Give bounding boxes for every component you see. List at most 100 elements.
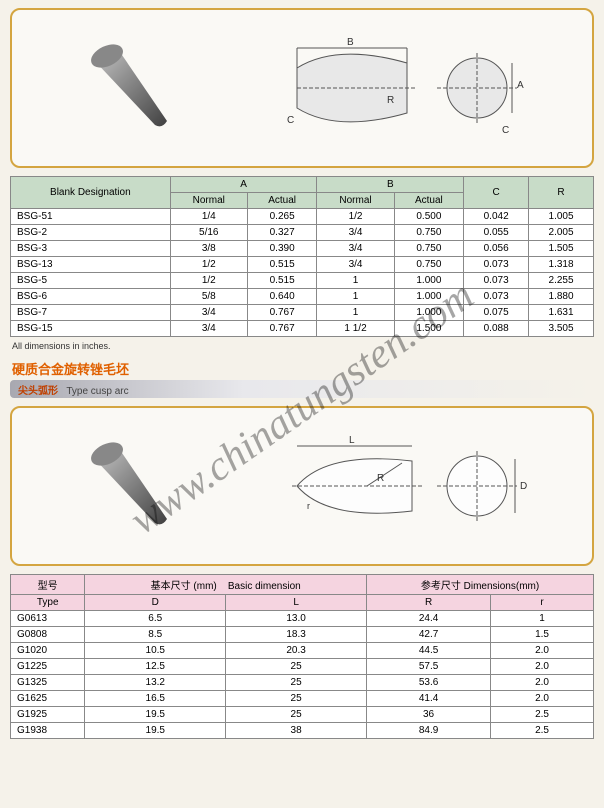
- svg-text:D: D: [520, 481, 527, 492]
- cell: 0.073: [464, 289, 529, 305]
- cell: 1: [317, 289, 394, 305]
- cell: 3.505: [529, 321, 594, 337]
- cell: 0.073: [464, 273, 529, 289]
- cell: 1/2: [317, 209, 394, 225]
- table-row: BSG-153/40.7671 1/21.5000.0883.505: [11, 321, 594, 337]
- cell: 0.073: [464, 257, 529, 273]
- th-d: D: [85, 595, 226, 611]
- table-row: BSG-65/80.64011.0000.0731.880: [11, 289, 594, 305]
- cell: 1.000: [394, 273, 464, 289]
- cell: 1.000: [394, 289, 464, 305]
- cell: 1: [317, 305, 394, 321]
- cell: BSG-13: [11, 257, 171, 273]
- table-row: BSG-51/20.51511.0000.0732.255: [11, 273, 594, 289]
- cell: 3/4: [317, 241, 394, 257]
- cell: 0.055: [464, 225, 529, 241]
- cell: G1225: [11, 659, 85, 675]
- table-row: BSG-33/80.3903/40.7500.0561.505: [11, 241, 594, 257]
- cell: 57.5: [367, 659, 491, 675]
- cell: 8.5: [85, 627, 226, 643]
- cell: G1938: [11, 723, 85, 739]
- cell: 2.0: [491, 643, 594, 659]
- cell: 0.515: [247, 273, 317, 289]
- th-r3: r: [491, 595, 594, 611]
- cell: 19.5: [85, 707, 226, 723]
- cell: 1.631: [529, 305, 594, 321]
- svg-text:A: A: [517, 80, 524, 91]
- cell: 0.767: [247, 305, 317, 321]
- cell: BSG-7: [11, 305, 171, 321]
- cell: 0.515: [247, 257, 317, 273]
- table-row: G122512.52557.52.0: [11, 659, 594, 675]
- cell: G1925: [11, 707, 85, 723]
- cell: 3/4: [170, 305, 247, 321]
- cell: 16.5: [85, 691, 226, 707]
- cell: 18.3: [226, 627, 367, 643]
- cell: G1325: [11, 675, 85, 691]
- table-row: BSG-511/40.2651/20.5000.0421.005: [11, 209, 594, 225]
- cell: 1: [491, 611, 594, 627]
- cell: 0.390: [247, 241, 317, 257]
- cell: 25: [226, 675, 367, 691]
- subtitle-cn: 尖头弧形: [18, 386, 58, 397]
- th-a-actual: Actual: [247, 193, 317, 209]
- cell: 25: [226, 659, 367, 675]
- cell: 1.505: [529, 241, 594, 257]
- cell: 38: [226, 723, 367, 739]
- figure-box-2: L R r D: [10, 406, 594, 566]
- cell: 24.4: [367, 611, 491, 627]
- th-l: L: [226, 595, 367, 611]
- cell: 1.005: [529, 209, 594, 225]
- table-row: G193819.53884.92.5: [11, 723, 594, 739]
- cell: 12.5: [85, 659, 226, 675]
- table-row: G102010.520.344.52.0: [11, 643, 594, 659]
- cell: BSG-15: [11, 321, 171, 337]
- cell: G0808: [11, 627, 85, 643]
- cone-3d-render-1: [67, 33, 187, 143]
- cell: 5/8: [170, 289, 247, 305]
- cell: 1.880: [529, 289, 594, 305]
- svg-text:C: C: [287, 115, 294, 126]
- cell: 2.0: [491, 675, 594, 691]
- cell: 13.0: [226, 611, 367, 627]
- cell: 2.0: [491, 691, 594, 707]
- th-b-actual: Actual: [394, 193, 464, 209]
- figure-box-1: B C R A C: [10, 8, 594, 168]
- table-row: BSG-131/20.5153/40.7500.0731.318: [11, 257, 594, 273]
- th-ref: 参考尺寸 Dimensions(mm): [367, 575, 594, 595]
- cell: 19.5: [85, 723, 226, 739]
- table-row: G162516.52541.42.0: [11, 691, 594, 707]
- cell: G0613: [11, 611, 85, 627]
- cell: 44.5: [367, 643, 491, 659]
- cell: G1020: [11, 643, 85, 659]
- cell: 20.3: [226, 643, 367, 659]
- table-row: BSG-73/40.76711.0000.0751.631: [11, 305, 594, 321]
- cell: 0.767: [247, 321, 317, 337]
- footnote: All dimensions in inches.: [12, 341, 592, 351]
- cell: 0.640: [247, 289, 317, 305]
- svg-text:B: B: [347, 37, 354, 48]
- th-b-normal: Normal: [317, 193, 394, 209]
- cell: 2.5: [491, 723, 594, 739]
- cell: 6.5: [85, 611, 226, 627]
- cell: 42.7: [367, 627, 491, 643]
- th-b: B: [317, 177, 464, 193]
- cell: 3/4: [317, 257, 394, 273]
- cell: BSG-2: [11, 225, 171, 241]
- th-a: A: [170, 177, 317, 193]
- table-g: 型号 基本尺寸 (mm) Basic dimension 参考尺寸 Dimens…: [10, 574, 594, 739]
- cell: 1/4: [170, 209, 247, 225]
- th-c: C: [464, 177, 529, 209]
- cell: 1/2: [170, 273, 247, 289]
- cell: 0.088: [464, 321, 529, 337]
- table-g-head: 型号 基本尺寸 (mm) Basic dimension 参考尺寸 Dimens…: [11, 575, 594, 611]
- cell: 1.500: [394, 321, 464, 337]
- cell: 2.255: [529, 273, 594, 289]
- cell: 10.5: [85, 643, 226, 659]
- cell: 36: [367, 707, 491, 723]
- cell: 53.6: [367, 675, 491, 691]
- cell: 84.9: [367, 723, 491, 739]
- cell: 2.5: [491, 707, 594, 723]
- cone-3d-render-2: [67, 431, 187, 541]
- cell: 2.0: [491, 659, 594, 675]
